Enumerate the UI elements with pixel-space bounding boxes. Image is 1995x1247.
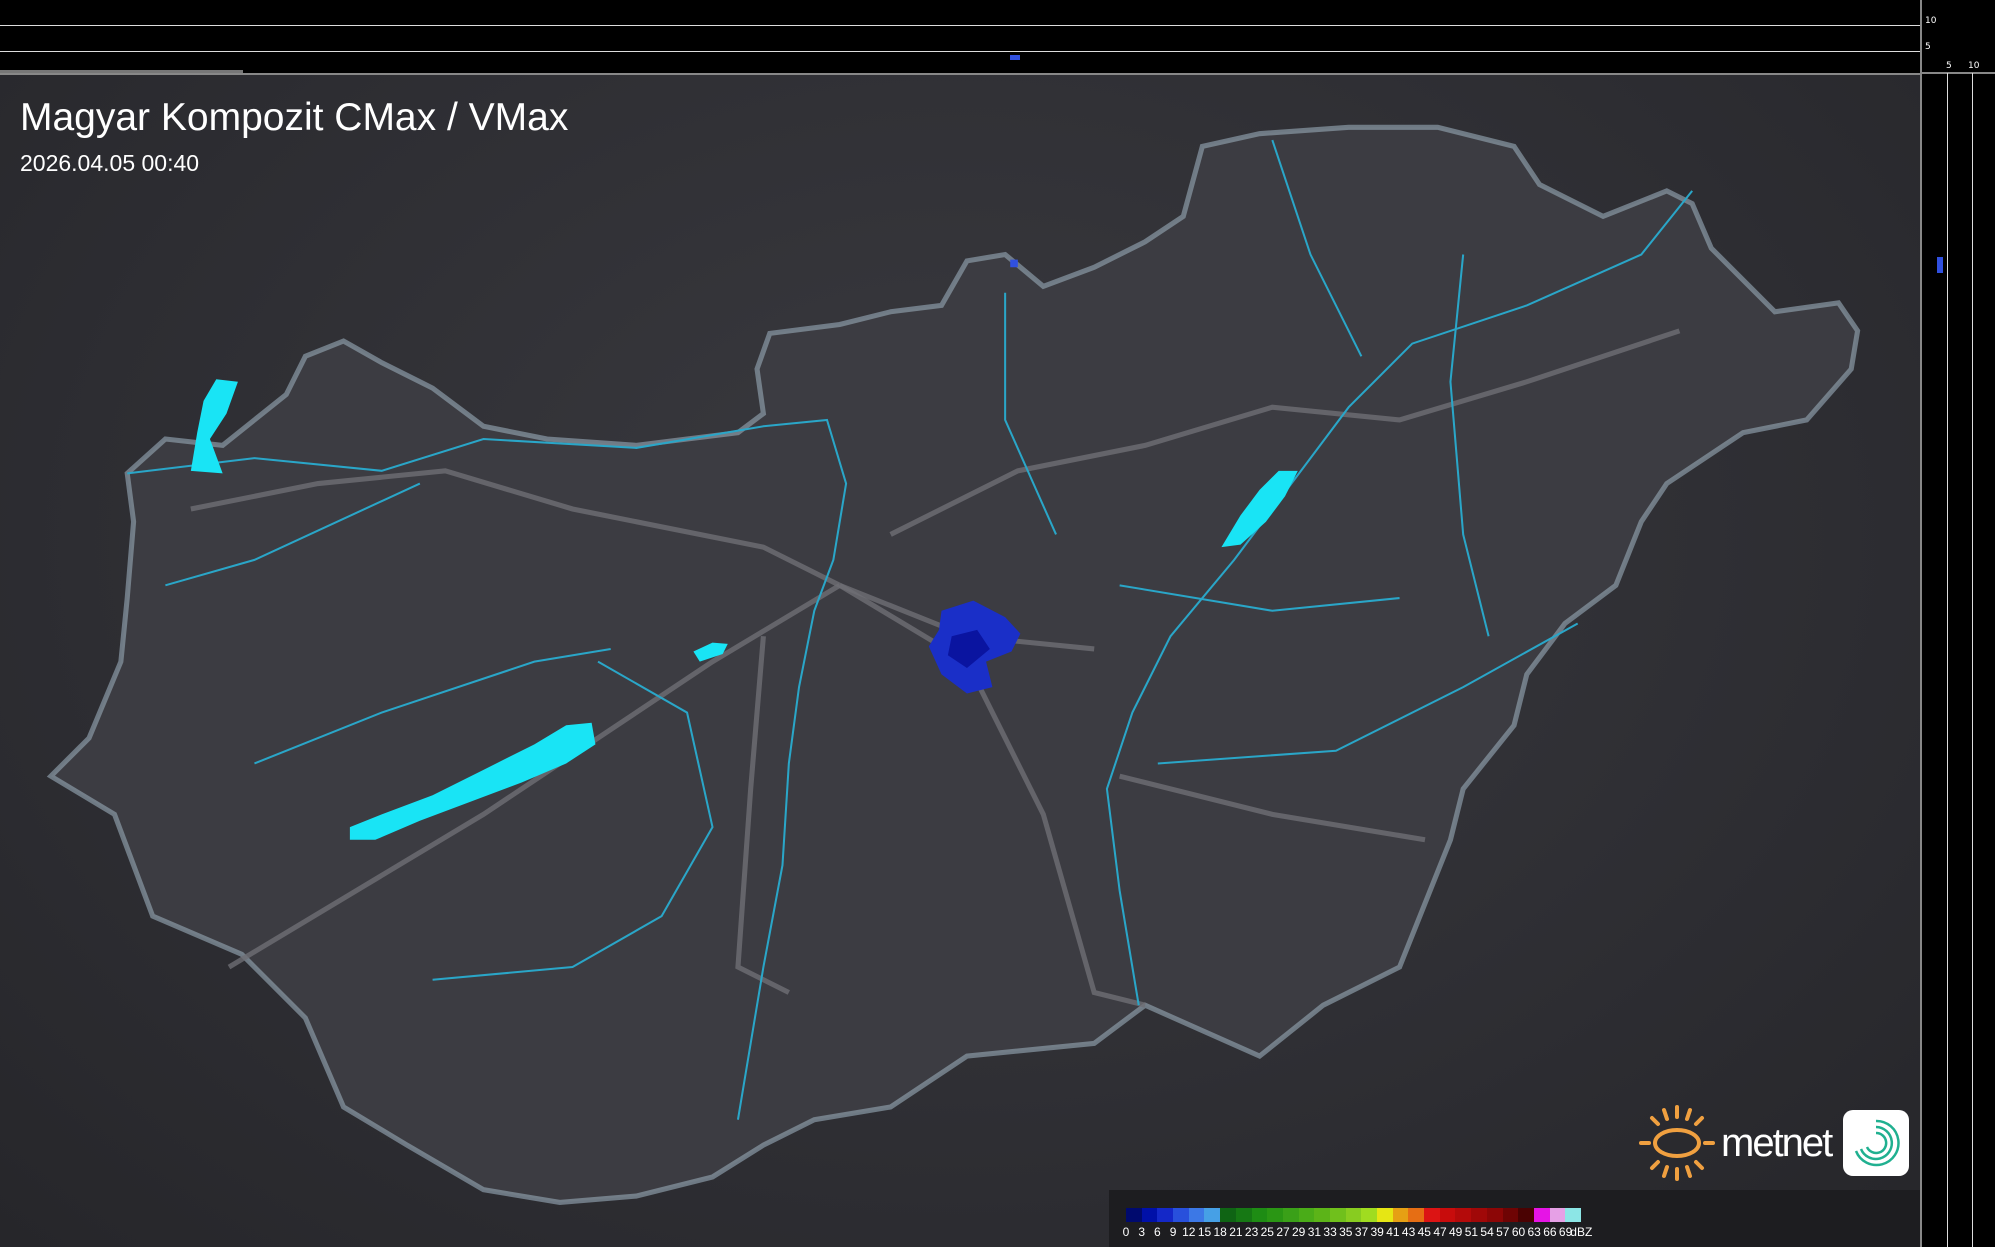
legend-swatch (1565, 1208, 1581, 1222)
legend-swatch (1533, 1208, 1550, 1222)
legend-label: 47 (1433, 1225, 1447, 1239)
legend-swatch (1345, 1208, 1362, 1222)
legend-swatch (1455, 1208, 1472, 1222)
legend-label: 43 (1401, 1225, 1416, 1239)
legend-swatch (1518, 1208, 1534, 1222)
legend-swatches (1126, 1208, 1581, 1222)
spiral-icon (1855, 1119, 1901, 1167)
legend-label: 45 (1417, 1225, 1431, 1239)
legend-label: 27 (1276, 1225, 1290, 1239)
profile-gridline (0, 25, 1920, 26)
legend-swatch (1408, 1208, 1425, 1222)
legend-swatch (1424, 1208, 1440, 1222)
profile-gridline (1972, 73, 1973, 1247)
legend-label: 23 (1244, 1225, 1259, 1239)
lake-tisza (1221, 470, 1298, 548)
profile-echo (1010, 55, 1020, 60)
legend-swatch (1329, 1208, 1346, 1222)
legend-swatch (1251, 1208, 1268, 1222)
lake-velence (693, 642, 728, 662)
tick-label: 5 (1946, 61, 1952, 71)
legend-swatch (1502, 1208, 1519, 1222)
legend-label: 12 (1182, 1225, 1196, 1239)
legend-swatch (1188, 1208, 1205, 1222)
lake-ferto (190, 379, 238, 474)
top-profile-panel (0, 0, 1920, 75)
legend-label: 57 (1496, 1225, 1510, 1239)
legend-label: 33 (1323, 1225, 1337, 1239)
legend-swatch (1282, 1208, 1299, 1222)
tick-label: 10 (1968, 61, 1980, 71)
legend-swatch (1392, 1208, 1409, 1222)
metnet-logo: metnet (1637, 1103, 1910, 1183)
right-profile-panel: 10 5 5 10 (1920, 0, 1995, 1247)
legend-swatch (1439, 1208, 1456, 1222)
legend-label: 25 (1260, 1225, 1274, 1239)
legend-label: 63 (1527, 1225, 1541, 1239)
profile-gridline (0, 51, 1920, 52)
legend-swatch (1126, 1208, 1142, 1222)
legend-label: 18 (1213, 1225, 1227, 1239)
legend-swatch (1314, 1208, 1330, 1222)
legend-swatch (1267, 1208, 1283, 1222)
logo-text: metnet (1721, 1120, 1833, 1165)
legend-swatch (1486, 1208, 1503, 1222)
app-icon (1843, 1110, 1910, 1176)
legend-label: 35 (1339, 1225, 1353, 1239)
legend-swatch (1471, 1208, 1487, 1222)
legend-label: 69 (1558, 1225, 1573, 1239)
legend-label: 54 (1480, 1225, 1494, 1239)
legend-swatch (1549, 1208, 1566, 1222)
legend-label: 0 (1122, 1225, 1130, 1239)
map-title: Magyar Kompozit CMax / VMax (20, 96, 569, 139)
map-timestamp: 2026.04.05 00:40 (20, 150, 200, 176)
profile-divider (1922, 72, 1995, 74)
legend-swatch (1204, 1208, 1221, 1222)
legend-swatch (1141, 1208, 1158, 1222)
lakes (190, 379, 1298, 840)
legend-swatch (1298, 1208, 1315, 1222)
lake-balaton (349, 722, 596, 840)
danube-river (127, 418, 848, 1120)
legend-label: 3 (1138, 1225, 1146, 1239)
legend-label: 6 (1154, 1225, 1161, 1239)
legend-swatch (1220, 1208, 1236, 1222)
tick-label: 5 (1925, 42, 1931, 52)
profile-gridline (1947, 73, 1948, 1247)
sun-icon (1639, 1105, 1715, 1181)
profile-extent-bar (0, 70, 243, 73)
legend-label: 49 (1449, 1225, 1463, 1239)
legend-unit: dBZ (1570, 1225, 1593, 1239)
legend-label: 41 (1386, 1225, 1400, 1239)
legend-label: 21 (1229, 1225, 1243, 1239)
legend-label: 39 (1370, 1225, 1384, 1239)
legend-labels: 0 3 6 9 12 15 18 21 23 25 27 29 31 33 35 37 39 41 43 45 47 49… (1122, 1225, 1926, 1241)
legend-label: 15 (1197, 1225, 1212, 1239)
legend-label: 66 (1543, 1225, 1557, 1239)
dbz-color-legend: 0 3 6 9 12 15 18 21 23 25 27 29 31 33 35 37 39 41 43 45 47 49… (1109, 1190, 1920, 1247)
legend-swatch (1361, 1208, 1377, 1222)
legend-swatch (1235, 1208, 1252, 1222)
legend-label: 51 (1464, 1225, 1479, 1239)
legend-label: 31 (1307, 1225, 1322, 1239)
legend-swatch (1377, 1208, 1393, 1222)
radar-echo (928, 259, 1021, 694)
legend-label: 60 (1511, 1225, 1526, 1239)
legend-label: 29 (1292, 1225, 1306, 1239)
legend-swatch (1173, 1208, 1189, 1222)
tick-label: 10 (1925, 16, 1937, 26)
legend-label: 9 (1169, 1225, 1177, 1239)
profile-echo (1937, 257, 1943, 273)
legend-label: 37 (1354, 1225, 1369, 1239)
legend-swatch (1157, 1208, 1174, 1222)
